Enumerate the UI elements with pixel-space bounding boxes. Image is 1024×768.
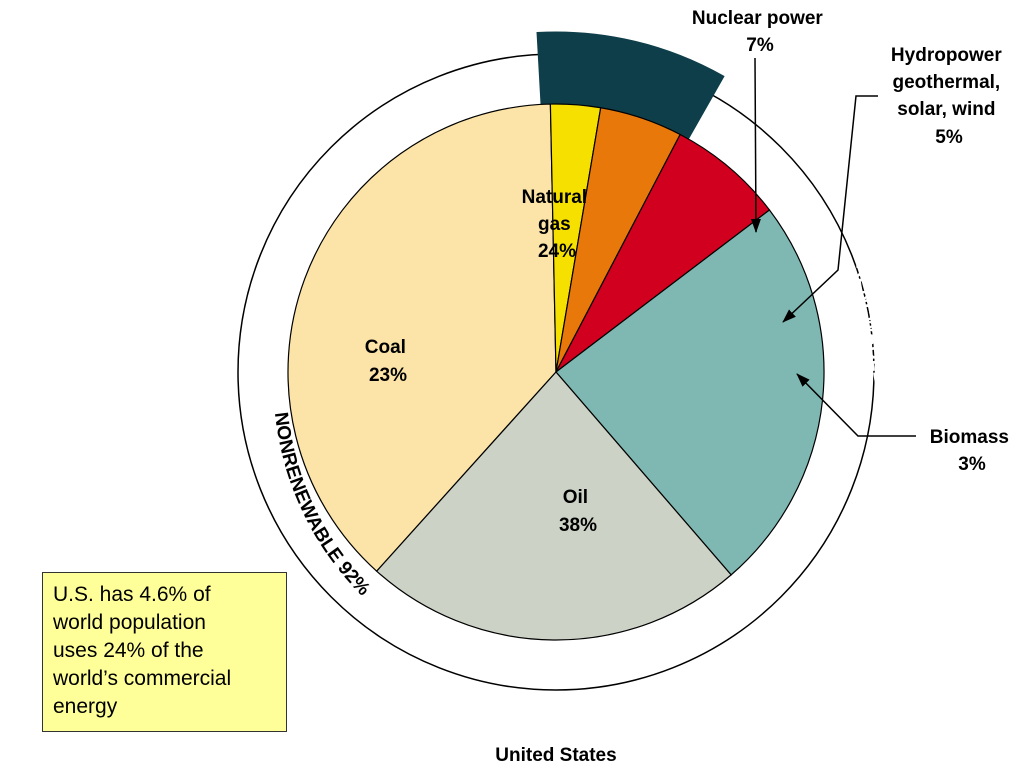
hydro-leader	[782, 95, 878, 323]
nuclear-leader	[750, 57, 761, 233]
note-line: energy	[53, 695, 118, 718]
pie-slice-oil	[287, 103, 557, 573]
slice-label-oil: Oil 38%	[559, 487, 597, 536]
pie-slice-coal	[375, 371, 732, 641]
slice-label-hydro: Hydropower geothermal, solar, wind 5%	[891, 45, 1007, 148]
note-line: world population	[53, 611, 206, 634]
slice-label-biomass: Biomass 3%	[930, 427, 1014, 475]
note-line: world’s commercial	[53, 667, 232, 690]
chart-title: United States	[495, 745, 616, 766]
slice-label-gas: Natural gas 24%	[522, 187, 593, 262]
slice-label-coal: Coal 23%	[365, 337, 411, 386]
biomass-leader	[796, 373, 916, 437]
note-box: U.S. has 4.6% of world population uses 2…	[42, 572, 287, 732]
pie-slice-nuclear	[555, 133, 771, 373]
note-line: uses 24% of the	[53, 639, 204, 662]
note-line: U.S. has 4.6% of	[53, 583, 211, 606]
slice-label-nuclear: Nuclear power 7%	[692, 8, 828, 56]
